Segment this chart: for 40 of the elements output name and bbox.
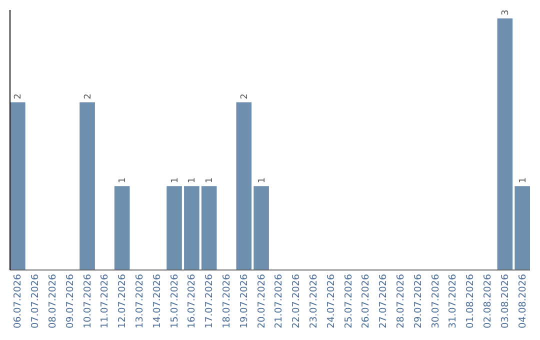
x-tick-label: 29.07.2026 — [412, 274, 424, 328]
x-tick-label: 17.07.2026 — [204, 274, 216, 328]
x-tick-label: 11.07.2026 — [100, 274, 111, 328]
x-tick-label: 07.07.2026 — [30, 274, 42, 328]
x-tick-label: 30.07.2026 — [430, 274, 442, 328]
x-tick-label: 15.07.2026 — [169, 274, 180, 328]
x-tick-label: 08.07.2026 — [47, 274, 58, 328]
x-tick-label: 06.07.2026 — [12, 274, 24, 328]
data-label: 2 — [240, 94, 250, 100]
x-tick-label: 26.07.2026 — [360, 274, 372, 328]
x-tick-label: 27.07.2026 — [378, 274, 390, 328]
data-label: 2 — [14, 94, 24, 100]
data-label: 1 — [170, 177, 180, 184]
data-label: 1 — [205, 177, 216, 184]
x-tick-label: 20.07.2026 — [256, 274, 268, 328]
data-label: 1 — [118, 177, 128, 184]
x-tick-label: 10.07.2026 — [82, 274, 94, 328]
x-tick-label: 21.07.2026 — [274, 274, 285, 328]
x-tick-label: 19.07.2026 — [238, 274, 250, 328]
data-label: 1 — [257, 177, 268, 184]
x-tick-label: 28.07.2026 — [396, 274, 407, 328]
x-tick-label: 25.07.2026 — [343, 274, 354, 328]
x-tick-label: 18.07.2026 — [221, 274, 232, 328]
x-tick-label: 09.07.2026 — [64, 274, 76, 328]
x-tick-label: 13.07.2026 — [134, 274, 146, 328]
x-tick-label: 31.07.2026 — [448, 274, 459, 328]
x-tick-label: 24.07.2026 — [326, 274, 337, 328]
data-label: 2 — [83, 94, 94, 100]
data-label: 1 — [188, 177, 198, 184]
x-tick-label: 02.08.2026 — [482, 274, 494, 328]
data-label: 1 — [518, 177, 528, 184]
x-tick-label: 16.07.2026 — [186, 274, 198, 328]
x-tick-label: 14.07.2026 — [152, 274, 163, 328]
x-tick-label: 03.08.2026 — [500, 274, 511, 328]
x-tick-label: 12.07.2026 — [117, 274, 128, 328]
x-tick-label: 23.07.2026 — [308, 274, 320, 328]
x-tick-label: 22.07.2026 — [291, 274, 302, 328]
x-tick-label: 04.08.2026 — [517, 274, 528, 328]
x-tick-label: 01.08.2026 — [465, 274, 476, 328]
data-label: 3 — [500, 10, 511, 16]
